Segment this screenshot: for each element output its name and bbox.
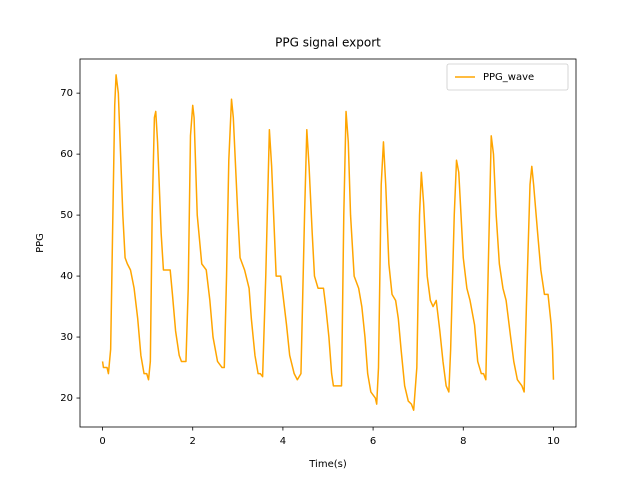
data-line xyxy=(101,74,555,411)
legend-box xyxy=(446,63,569,91)
x-tick-label: 0 xyxy=(99,436,105,447)
legend-label: PPG_wave xyxy=(483,72,534,83)
x-axis-label: Time(s) xyxy=(308,459,347,470)
y-axis-label: PPG xyxy=(35,233,46,253)
x-tick-label: 10 xyxy=(547,436,560,447)
y-tick-label: 60 xyxy=(60,149,73,160)
x-tick-label: 2 xyxy=(190,436,196,447)
x-tick-label: 8 xyxy=(460,436,466,447)
axes-frame xyxy=(79,58,577,428)
y-tick-label: 70 xyxy=(60,88,73,99)
y-tick-label: 50 xyxy=(60,210,73,221)
x-tick-label: 4 xyxy=(280,436,286,447)
y-tick-label: 30 xyxy=(60,332,73,343)
y-tick-label: 40 xyxy=(60,271,73,282)
y-tick-label: 20 xyxy=(60,393,73,404)
chart-title: PPG signal export xyxy=(275,36,381,50)
x-tick-label: 6 xyxy=(370,436,376,447)
